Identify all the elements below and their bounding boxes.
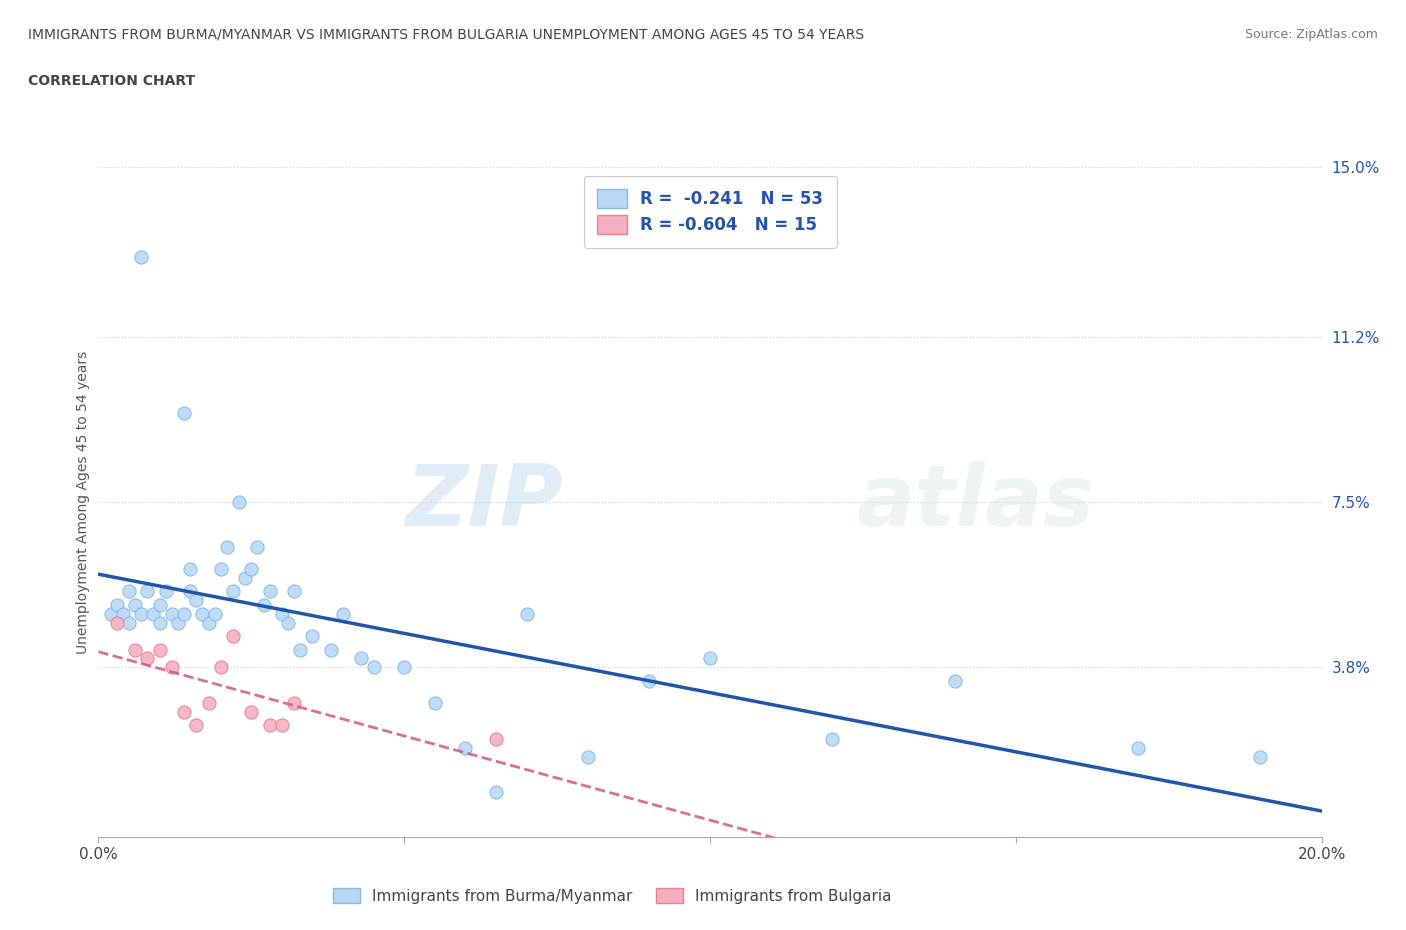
Point [129, 249, 152, 264]
Point [637, 673, 661, 688]
Point [228, 495, 250, 510]
Point [454, 740, 477, 755]
Point [209, 562, 232, 577]
Legend: Immigrants from Burma/Myanmar, Immigrants from Bulgaria: Immigrants from Burma/Myanmar, Immigrant… [326, 882, 898, 910]
Point [191, 606, 214, 621]
Point [118, 584, 141, 599]
Point [197, 696, 219, 711]
Point [179, 584, 201, 599]
Point [821, 731, 844, 746]
Point [100, 606, 122, 621]
Point [160, 660, 183, 675]
Point [215, 539, 238, 554]
Point [136, 651, 159, 666]
Point [259, 584, 281, 599]
Point [111, 606, 134, 621]
Point [233, 571, 256, 586]
Point [252, 597, 274, 612]
Point [259, 718, 281, 733]
Point [186, 718, 208, 733]
Point [943, 673, 966, 688]
Y-axis label: Unemployment Among Ages 45 to 54 years: Unemployment Among Ages 45 to 54 years [76, 351, 90, 654]
Point [246, 539, 269, 554]
Text: CORRELATION CHART: CORRELATION CHART [28, 74, 195, 88]
Point [240, 562, 263, 577]
Point [576, 750, 599, 764]
Point [1249, 750, 1271, 764]
Point [283, 696, 305, 711]
Point [197, 616, 219, 631]
Point [124, 597, 146, 612]
Point [350, 651, 373, 666]
Point [173, 405, 195, 420]
Point [149, 642, 172, 657]
Point [485, 785, 508, 800]
Point [332, 606, 354, 621]
Point [136, 584, 159, 599]
Point [124, 642, 146, 657]
Text: Source: ZipAtlas.com: Source: ZipAtlas.com [1244, 28, 1378, 41]
Point [485, 731, 508, 746]
Point [283, 584, 305, 599]
Point [209, 660, 232, 675]
Point [142, 606, 165, 621]
Point [179, 562, 201, 577]
Point [423, 696, 446, 711]
Point [173, 705, 195, 720]
Point [699, 651, 721, 666]
Point [173, 606, 195, 621]
Point [105, 616, 128, 631]
Point [277, 616, 299, 631]
Point [149, 616, 172, 631]
Point [186, 593, 208, 608]
Point [149, 597, 172, 612]
Point [240, 705, 263, 720]
Point [301, 629, 323, 644]
Point [118, 616, 141, 631]
Point [204, 606, 226, 621]
Point [155, 584, 177, 599]
Point [363, 660, 385, 675]
Point [392, 660, 416, 675]
Text: atlas: atlas [856, 460, 1095, 544]
Point [319, 642, 342, 657]
Point [290, 642, 312, 657]
Point [1128, 740, 1150, 755]
Point [222, 584, 245, 599]
Point [222, 629, 245, 644]
Point [105, 597, 128, 612]
Point [167, 616, 190, 631]
Point [270, 718, 292, 733]
Point [129, 606, 152, 621]
Text: ZIP: ZIP [405, 460, 564, 544]
Point [516, 606, 538, 621]
Point [160, 606, 183, 621]
Text: IMMIGRANTS FROM BURMA/MYANMAR VS IMMIGRANTS FROM BULGARIA UNEMPLOYMENT AMONG AGE: IMMIGRANTS FROM BURMA/MYANMAR VS IMMIGRA… [28, 28, 865, 42]
Point [270, 606, 292, 621]
